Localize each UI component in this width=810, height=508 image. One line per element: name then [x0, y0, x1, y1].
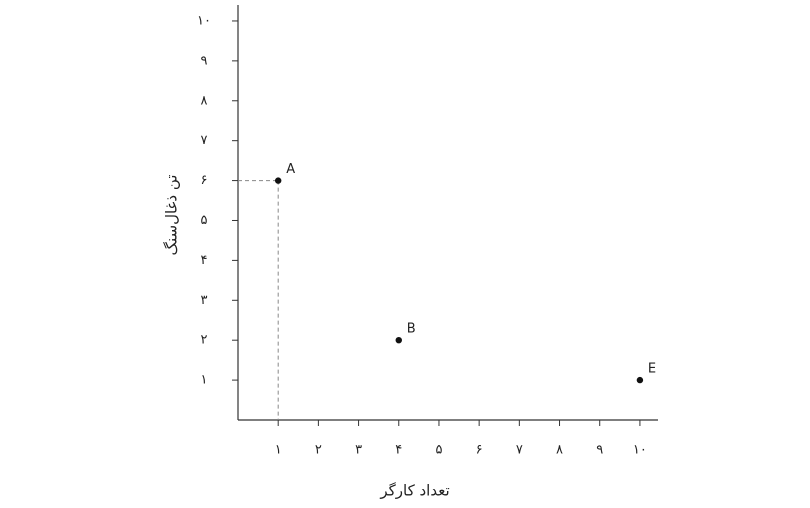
x-tick-label: ۲ [315, 443, 322, 458]
y-tick-label: ۳ [201, 293, 208, 308]
x-tick-label: ۴ [395, 443, 402, 458]
y-tick-label: ۱ [201, 373, 208, 388]
x-tick-label: ۱ [275, 443, 282, 458]
y-tick-label: ۲ [201, 333, 208, 348]
point [395, 336, 402, 344]
x-tick-label: ۹ [596, 443, 603, 458]
x-tick-label: ۶ [476, 443, 483, 458]
y-axis-label: تن ذغال‌سنگ [163, 175, 181, 256]
x-tick-label: ۳ [355, 443, 362, 458]
y-tick-label: ۹ [201, 53, 208, 68]
y-tick-label: ۵ [201, 213, 208, 228]
y-tick-label: ۱۰ [197, 13, 211, 28]
point [636, 376, 644, 384]
point-label: B [407, 322, 416, 337]
x-tick-label: ۸ [556, 443, 563, 458]
y-tick-label: ۴ [201, 253, 208, 268]
point-label: E [648, 362, 656, 377]
x-tick-label: ۵ [435, 443, 442, 458]
x-tick-label: ۷ [516, 443, 523, 458]
x-tick-label: ۱۰ [633, 443, 647, 458]
y-tick-label: ۶ [201, 173, 208, 188]
x-axis-label: تعداد کارگر [379, 482, 449, 500]
point [274, 177, 282, 184]
point-label: A [286, 162, 295, 177]
y-tick-label: ۷ [201, 133, 208, 148]
y-tick-label: ۸ [201, 93, 208, 108]
